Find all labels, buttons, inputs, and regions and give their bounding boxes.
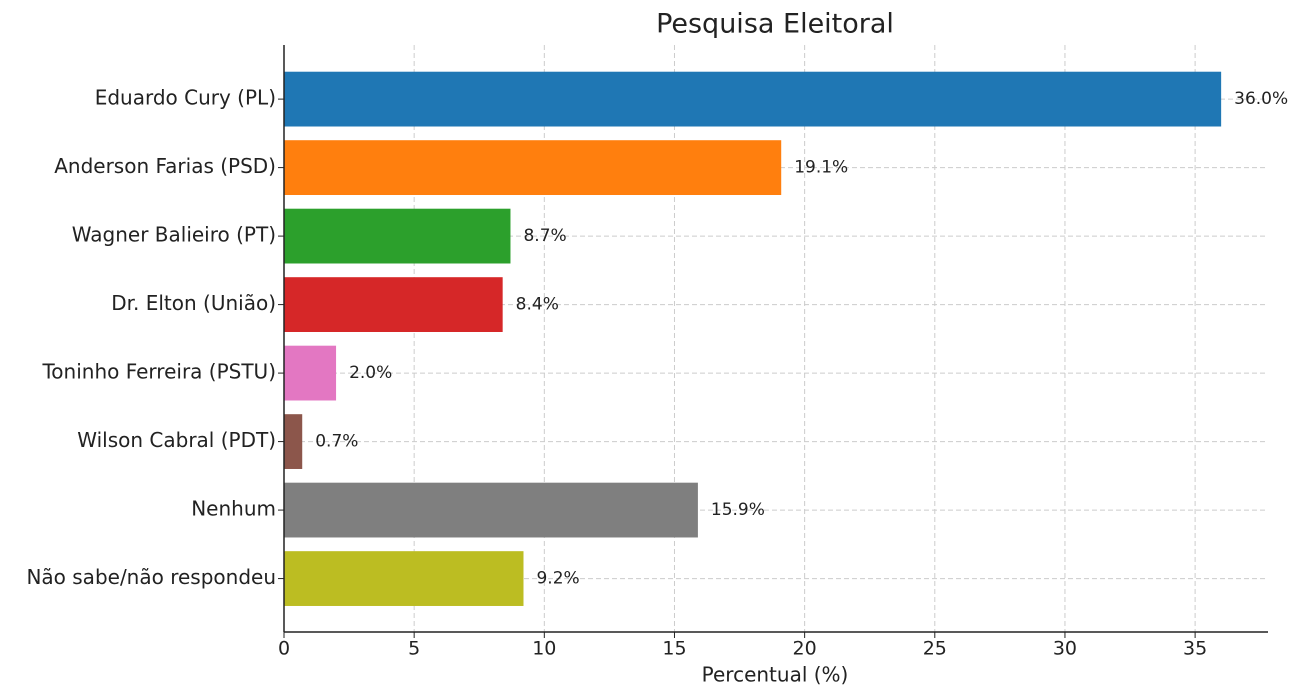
value-label: 36.0% (1234, 89, 1288, 109)
bar (284, 71, 1222, 127)
value-label: 0.7% (315, 432, 358, 452)
bar (284, 482, 698, 538)
value-label: 19.1% (794, 158, 848, 178)
value-label: 9.2% (536, 569, 579, 589)
value-label: 2.0% (349, 363, 392, 383)
x-tick-label: 10 (532, 638, 556, 660)
value-label: 15.9% (711, 500, 765, 520)
y-tick-label: Eduardo Cury (PL) (95, 86, 276, 110)
x-axis-label: Percentual (%) (702, 663, 849, 687)
bar (284, 414, 303, 469)
y-tick-label: Nenhum (191, 497, 276, 521)
value-label: 8.4% (516, 295, 559, 315)
bar (284, 551, 524, 606)
y-tick-label: Wagner Balieiro (PT) (72, 223, 276, 247)
chart-title: Pesquisa Eleitoral (656, 9, 894, 40)
x-tick-label: 35 (1183, 638, 1207, 660)
x-tick-label: 25 (923, 638, 947, 660)
y-tick-label: Dr. Elton (União) (111, 291, 276, 315)
x-tick-label: 15 (662, 638, 686, 660)
x-tick-label: 0 (278, 638, 290, 660)
bar (284, 345, 337, 401)
bar (284, 277, 503, 332)
y-tick-label: Não sabe/não respondeu (26, 565, 276, 589)
bar (284, 140, 782, 196)
x-tick-label: 30 (1053, 638, 1077, 660)
bar (284, 208, 511, 264)
y-tick-label: Toninho Ferreira (PSTU) (41, 360, 276, 384)
x-tick-label: 20 (793, 638, 817, 660)
value-label: 8.7% (523, 226, 566, 246)
y-tick-label: Wilson Cabral (PDT) (77, 428, 276, 452)
x-tick-label: 5 (408, 638, 420, 660)
y-tick-label: Anderson Farias (PSD) (54, 154, 276, 178)
